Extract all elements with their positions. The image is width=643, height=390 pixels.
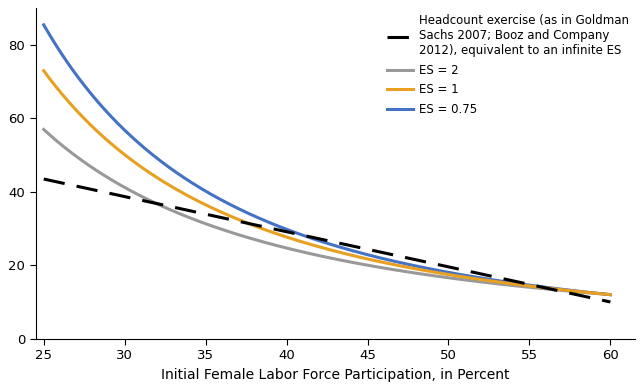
- X-axis label: Initial Female Labor Force Participation, in Percent: Initial Female Labor Force Participation…: [161, 368, 509, 382]
- Legend: Headcount exercise (as in Goldman
Sachs 2007; Booz and Company
2012), equivalent: Headcount exercise (as in Goldman Sachs …: [387, 14, 629, 116]
